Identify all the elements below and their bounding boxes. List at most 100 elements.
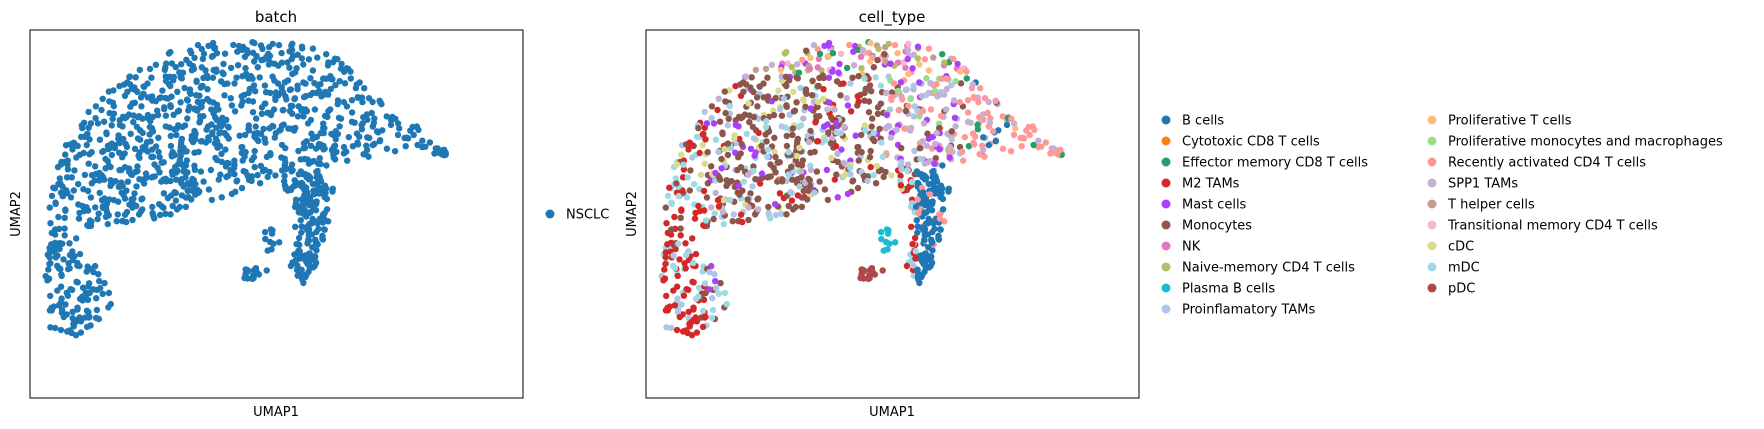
- legend-label: Naive-memory CD4 T cells: [1182, 261, 1355, 276]
- point: [847, 80, 854, 87]
- point: [211, 140, 219, 147]
- point: [87, 120, 95, 127]
- point: [772, 153, 779, 161]
- point: [921, 160, 929, 167]
- point: [799, 157, 807, 164]
- point: [156, 95, 163, 102]
- point: [55, 302, 63, 309]
- point: [793, 99, 800, 106]
- point: [885, 40, 892, 48]
- point: [55, 213, 62, 221]
- point: [67, 194, 75, 201]
- point: [904, 46, 912, 54]
- point: [695, 284, 703, 291]
- point: [178, 75, 185, 82]
- point: [870, 63, 877, 71]
- point: [917, 170, 925, 178]
- point: [319, 232, 326, 239]
- point: [740, 88, 747, 96]
- point: [155, 148, 162, 156]
- point: [691, 215, 699, 222]
- point: [916, 61, 923, 68]
- point: [52, 200, 59, 207]
- point: [140, 180, 148, 187]
- point: [245, 75, 252, 82]
- point: [928, 253, 935, 260]
- legend-marker: [545, 209, 555, 219]
- point: [307, 91, 314, 99]
- point: [794, 60, 801, 68]
- point: [903, 86, 911, 93]
- point: [740, 178, 748, 185]
- point: [923, 142, 931, 149]
- point: [804, 196, 811, 203]
- point: [228, 102, 236, 109]
- point: [204, 95, 211, 103]
- legend-label: Transitional memory CD4 T cells: [1447, 219, 1658, 234]
- point: [688, 141, 695, 148]
- point: [330, 154, 337, 161]
- point: [120, 81, 128, 88]
- point: [182, 203, 190, 210]
- point: [185, 179, 193, 187]
- point: [197, 168, 205, 175]
- point: [725, 115, 732, 123]
- point: [359, 98, 366, 106]
- point: [854, 46, 862, 54]
- point: [61, 151, 69, 158]
- point: [97, 284, 104, 292]
- point: [715, 148, 722, 156]
- point: [726, 196, 734, 204]
- point: [317, 129, 324, 137]
- point: [750, 135, 758, 142]
- point: [183, 96, 191, 103]
- point: [678, 151, 685, 158]
- points-batch: [42, 39, 449, 339]
- point: [245, 268, 252, 275]
- point: [866, 274, 873, 282]
- point: [335, 114, 343, 122]
- point: [99, 148, 106, 156]
- point: [242, 149, 249, 156]
- point: [132, 74, 139, 81]
- point: [797, 84, 804, 92]
- point: [721, 145, 728, 153]
- point: [924, 130, 931, 137]
- point: [858, 65, 865, 72]
- point: [311, 80, 318, 87]
- point: [738, 140, 745, 148]
- point: [288, 161, 296, 168]
- point: [879, 153, 887, 160]
- point: [119, 182, 127, 190]
- point: [289, 40, 296, 47]
- point: [47, 292, 54, 300]
- point: [783, 211, 790, 218]
- point: [174, 108, 182, 115]
- point: [786, 111, 793, 119]
- point: [169, 171, 176, 178]
- point: [86, 217, 94, 224]
- point: [801, 179, 809, 187]
- point: [105, 289, 113, 297]
- point: [294, 82, 301, 89]
- point: [778, 210, 785, 217]
- point: [887, 134, 894, 141]
- point: [859, 47, 867, 54]
- point: [907, 95, 914, 103]
- point: [250, 274, 257, 282]
- point: [127, 130, 134, 137]
- point: [721, 88, 728, 95]
- point: [890, 80, 898, 87]
- point: [61, 225, 68, 232]
- point: [788, 163, 795, 171]
- point: [717, 279, 724, 287]
- point: [272, 94, 279, 101]
- point: [785, 202, 792, 210]
- point: [682, 327, 689, 334]
- legend-marker: [1161, 157, 1171, 167]
- title-cell-type: cell_type: [859, 8, 926, 27]
- point: [68, 174, 76, 181]
- point: [318, 93, 325, 100]
- point: [204, 86, 211, 93]
- point: [925, 67, 933, 74]
